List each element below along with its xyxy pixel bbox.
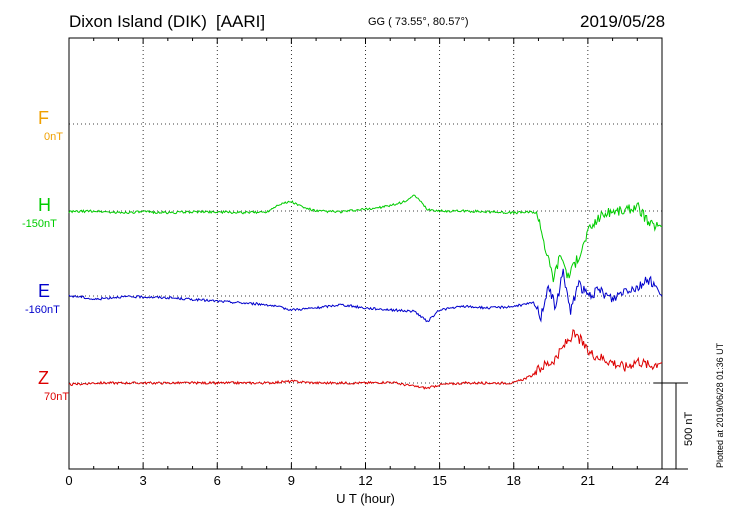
component-e-baseline: -160nT (25, 304, 60, 316)
series-h-line (68, 194, 663, 283)
x-axis-label: U T (hour) (336, 491, 395, 506)
x-tick-label: 15 (432, 473, 446, 488)
coordinates-label: GG ( 73.55°, 80.57°) (368, 16, 469, 28)
x-tick-label: 9 (288, 473, 295, 488)
component-z-baseline: 70nT (44, 391, 70, 403)
x-tick-label: 12 (358, 473, 372, 488)
x-tick-label: 0 (65, 473, 72, 488)
x-tick-label: 18 (507, 473, 521, 488)
x-tick-label: 24 (655, 473, 669, 488)
component-f-baseline: 0nT (44, 131, 63, 143)
x-tick-label: 6 (214, 473, 221, 488)
component-z-letter: Z (38, 368, 49, 388)
series-e-line (68, 268, 663, 323)
series-z-line (68, 329, 663, 390)
date-label: 2019/05/28 (580, 12, 666, 31)
x-tick-label: 3 (140, 473, 147, 488)
plotted-timestamp: Plotted at 2019/06/28 01:36 UT (715, 342, 725, 468)
component-f-letter: F (38, 108, 49, 128)
station-title: Dixon Island (DIK) (69, 12, 207, 31)
scale-bar-label: 500 nT (683, 411, 695, 446)
network-label: [AARI] (216, 12, 266, 31)
component-h-baseline: -150nT (22, 218, 57, 230)
component-h-letter: H (38, 195, 51, 215)
x-tick-label: 21 (581, 473, 595, 488)
component-e-letter: E (38, 281, 51, 301)
